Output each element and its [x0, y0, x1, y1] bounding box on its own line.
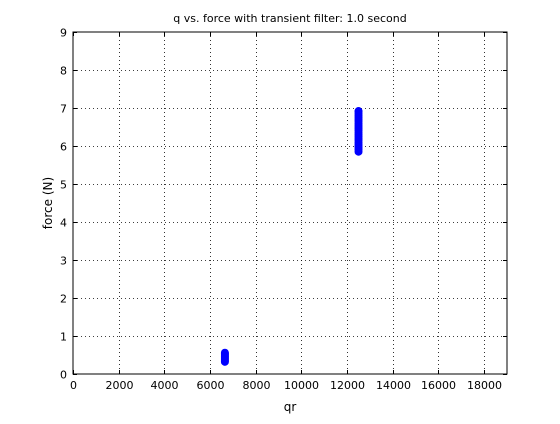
data-point [220, 348, 229, 357]
x-tick-label: 10000 [284, 379, 319, 392]
data-point [354, 107, 363, 116]
x-tick-label: 18000 [467, 379, 502, 392]
data-points [220, 107, 363, 366]
y-tick-label: 1 [60, 331, 67, 344]
y-tick-label: 7 [60, 103, 67, 116]
y-tick-label: 8 [60, 65, 67, 78]
y-tick-label: 4 [60, 217, 67, 230]
x-tick-label: 16000 [421, 379, 456, 392]
grid [73, 32, 507, 374]
x-tick-label: 2000 [106, 379, 134, 392]
x-tick-label: 4000 [151, 379, 179, 392]
y-tick-label: 9 [60, 27, 67, 40]
x-tick-label: 14000 [376, 379, 411, 392]
y-tick-label: 3 [60, 255, 67, 268]
plot-area [73, 32, 507, 374]
x-axis-label: qr [284, 400, 297, 414]
plot-frame [72, 31, 508, 375]
y-tick-label: 6 [60, 141, 67, 154]
chart-title: q vs. force with transient filter: 1.0 s… [173, 12, 406, 25]
y-axis-label: force (N) [41, 177, 55, 229]
x-tick-label: 8000 [243, 379, 271, 392]
y-tick-label: 2 [60, 293, 67, 306]
y-tick-label: 0 [60, 369, 67, 382]
y-tick-label: 5 [60, 179, 67, 192]
x-tick-label: 6000 [197, 379, 225, 392]
ticks: 0 2000 4000 6000 8000 10000 12000 14000 16000 180… [60, 27, 507, 392]
x-tick-label: 12000 [330, 379, 365, 392]
x-tick-label: 0 [70, 379, 77, 392]
